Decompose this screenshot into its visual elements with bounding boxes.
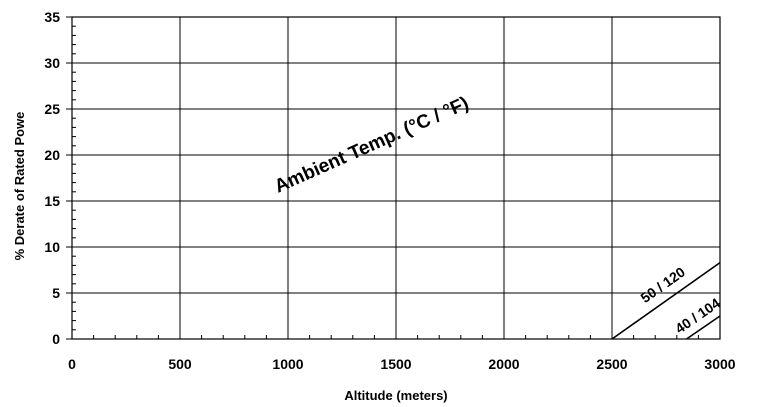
series-label: 50 / 120 <box>637 263 688 305</box>
y-tick-label: 0 <box>52 331 60 347</box>
y-tick-label: 10 <box>44 239 60 255</box>
x-tick-label: 3000 <box>704 356 735 372</box>
y-tick-label: 35 <box>44 9 60 25</box>
y-tick-label: 5 <box>52 285 60 301</box>
x-tick-label: 0 <box>68 356 76 372</box>
grid <box>71 16 721 340</box>
y-tick-label: 15 <box>44 193 60 209</box>
y-tick-label: 30 <box>44 55 60 71</box>
y-tick-labels: 0 5 10 15 20 25 30 35 <box>44 9 60 347</box>
series-label: 40 / 104 <box>672 295 723 337</box>
y-axis-title: % Derate of Rated Powe <box>12 112 27 261</box>
x-tick-label: 1000 <box>272 356 303 372</box>
y-tick-label: 20 <box>44 147 60 163</box>
minor-ticks <box>66 16 699 340</box>
series-lines <box>611 261 721 340</box>
series-line <box>611 261 721 340</box>
x-axis-title: Altitude (meters) <box>344 388 447 403</box>
x-tick-label: 1500 <box>380 356 411 372</box>
x-tick-label: 500 <box>168 356 192 372</box>
x-tick-labels: 0 500 1000 1500 2000 2500 3000 <box>68 356 736 372</box>
plot-area <box>71 16 721 340</box>
y-tick-label: 25 <box>44 101 60 117</box>
x-tick-label: 2500 <box>596 356 627 372</box>
series-line <box>686 315 721 340</box>
x-tick-label: 2000 <box>488 356 519 372</box>
